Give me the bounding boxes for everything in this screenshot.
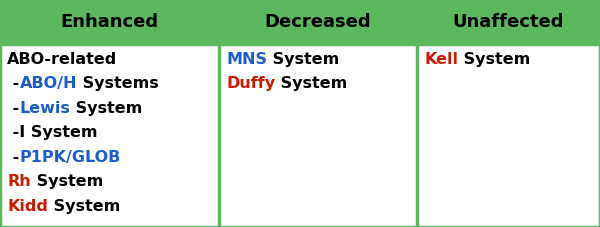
Text: Unaffected: Unaffected [453,13,564,31]
Text: -: - [7,150,19,165]
Text: System: System [31,174,103,189]
Text: Systems: Systems [77,76,158,91]
Text: Rh: Rh [7,174,31,189]
Text: Lewis: Lewis [19,101,70,116]
Text: ABO-related: ABO-related [7,52,118,67]
Bar [219,0,417,44]
Text: -: - [7,101,19,116]
Bar [417,0,600,44]
Text: Decreased: Decreased [265,13,371,31]
Text: System: System [70,101,143,116]
Text: Kell: Kell [424,52,458,67]
Text: Kidd: Kidd [7,199,48,214]
Text: -: - [7,76,19,91]
Text: MNS: MNS [226,52,267,67]
Text: System: System [458,52,530,67]
Text: System: System [267,52,340,67]
Text: System: System [48,199,121,214]
Text: ABO/H: ABO/H [19,76,77,91]
Text: -I System: -I System [7,125,98,140]
Text: System: System [275,76,347,91]
Text: P1PK/GLOB: P1PK/GLOB [19,150,121,165]
Bar [0,0,219,44]
Text: Enhanced: Enhanced [61,13,158,31]
Text: Duffy: Duffy [226,76,275,91]
